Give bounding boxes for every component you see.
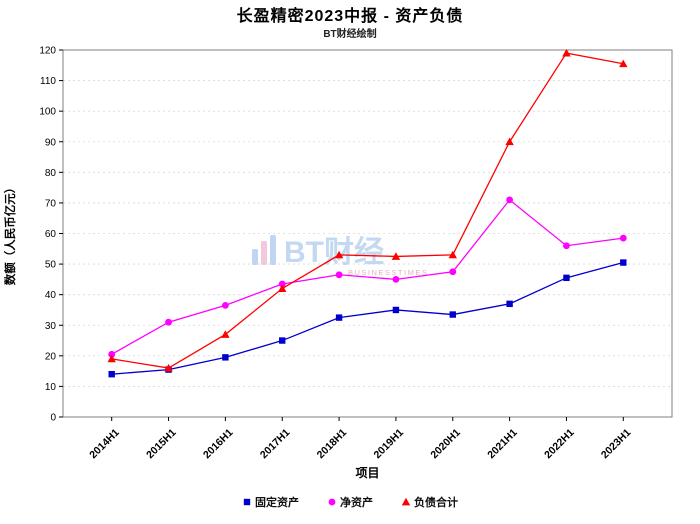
x-axis: 2014H1 2015H1 2016H1 2017H1 2018H1 2019H1 2020… [87, 417, 634, 462]
x-tick-label: 2016H1 [201, 427, 236, 462]
x-tick-label: 2018H1 [315, 427, 350, 462]
y-tick-label: 90 [45, 137, 57, 148]
circle-marker-icon [619, 234, 627, 242]
square-marker-icon [108, 370, 115, 378]
triangle-marker-icon [221, 330, 230, 338]
triangle-marker-icon [619, 59, 628, 68]
triangle-marker-icon [505, 137, 514, 146]
square-marker-icon [335, 314, 343, 321]
legend-label: 负债合计 [414, 495, 458, 509]
y-axis-label: 数额（人民币亿元） [3, 182, 17, 286]
circle-marker-icon [328, 498, 336, 506]
circle-marker-icon [108, 350, 116, 358]
circle-marker-icon [165, 318, 172, 326]
watermark-text: BT财经 [284, 235, 384, 269]
legend-item: 负债合计 [401, 495, 458, 509]
y-tick-label: 50 [45, 260, 57, 271]
x-tick-label: 2015H1 [144, 427, 179, 462]
triangle-marker-icon [448, 250, 457, 259]
square-marker-icon [506, 300, 513, 308]
bar-chart-logo [252, 249, 258, 265]
x-tick-label: 2021H1 [485, 427, 520, 462]
y-tick-label: 60 [45, 229, 57, 240]
x-tick-label: 2023H1 [599, 427, 634, 462]
triangle-marker-icon [164, 363, 173, 372]
circle-marker-icon [506, 196, 514, 204]
chart-legend: 固定资产 净资产 负债合计 [243, 495, 458, 509]
circle-marker-icon [563, 242, 570, 250]
x-tick-label: 2020H1 [428, 427, 463, 462]
x-tick-label: 2022H1 [542, 427, 577, 462]
triangle-marker-icon [334, 250, 344, 259]
y-tick-label: 20 [45, 351, 57, 362]
y-tick-label: 40 [45, 290, 57, 301]
y-tick-label: 10 [45, 382, 57, 393]
series-1 [108, 196, 627, 358]
watermark-subtext: BUSINESSTIMES [348, 268, 428, 277]
legend-item: 固定资产 [243, 495, 299, 509]
square-marker-icon [222, 354, 229, 361]
legend-item: 净资产 [328, 495, 373, 509]
y-tick-label: 30 [45, 321, 57, 332]
gridlines [63, 49, 672, 387]
square-marker-icon [449, 311, 456, 318]
triangle-marker-icon [391, 252, 401, 260]
legend-label: 固定资产 [255, 495, 299, 509]
bar-chart-logo [270, 235, 276, 265]
y-tick-label: 0 [50, 413, 56, 424]
y-tick-label: 100 [39, 107, 56, 118]
x-tick-label: 2019H1 [372, 427, 407, 462]
triangle-marker-icon [562, 48, 571, 57]
chart-title: 长盈精密2023中报 - 资产负债 [236, 8, 464, 25]
x-tick-label: 2014H1 [87, 427, 122, 462]
square-marker-icon [620, 259, 627, 266]
y-tick-label: 80 [45, 168, 57, 179]
y-tick-label: 70 [45, 198, 57, 209]
triangle-marker-icon [278, 284, 287, 292]
square-marker-icon [392, 306, 400, 314]
series-2 [107, 48, 628, 372]
triangle-marker-icon [401, 497, 411, 506]
y-axis: 0 10 20 30 40 50 60 70 80 90 100 110 120 [39, 46, 63, 424]
square-marker-icon [243, 498, 251, 506]
circle-marker-icon [221, 301, 229, 309]
square-marker-icon [563, 274, 570, 282]
series-0 [108, 259, 627, 378]
legend-label: 净资产 [340, 495, 373, 509]
x-axis-label: 项目 [355, 466, 379, 480]
circle-marker-icon [278, 280, 286, 288]
x-tick-label: 2017H1 [258, 427, 293, 462]
y-tick-label: 110 [40, 76, 56, 87]
square-marker-icon [279, 337, 286, 344]
chart-subtitle: BT财经绘制 [323, 29, 377, 40]
circle-marker-icon [449, 268, 457, 276]
triangle-marker-icon [107, 354, 116, 363]
y-tick-label: 120 [39, 46, 56, 57]
circle-marker-icon [335, 271, 343, 279]
circle-marker-icon [392, 275, 400, 283]
bar-chart-logo [261, 241, 267, 265]
